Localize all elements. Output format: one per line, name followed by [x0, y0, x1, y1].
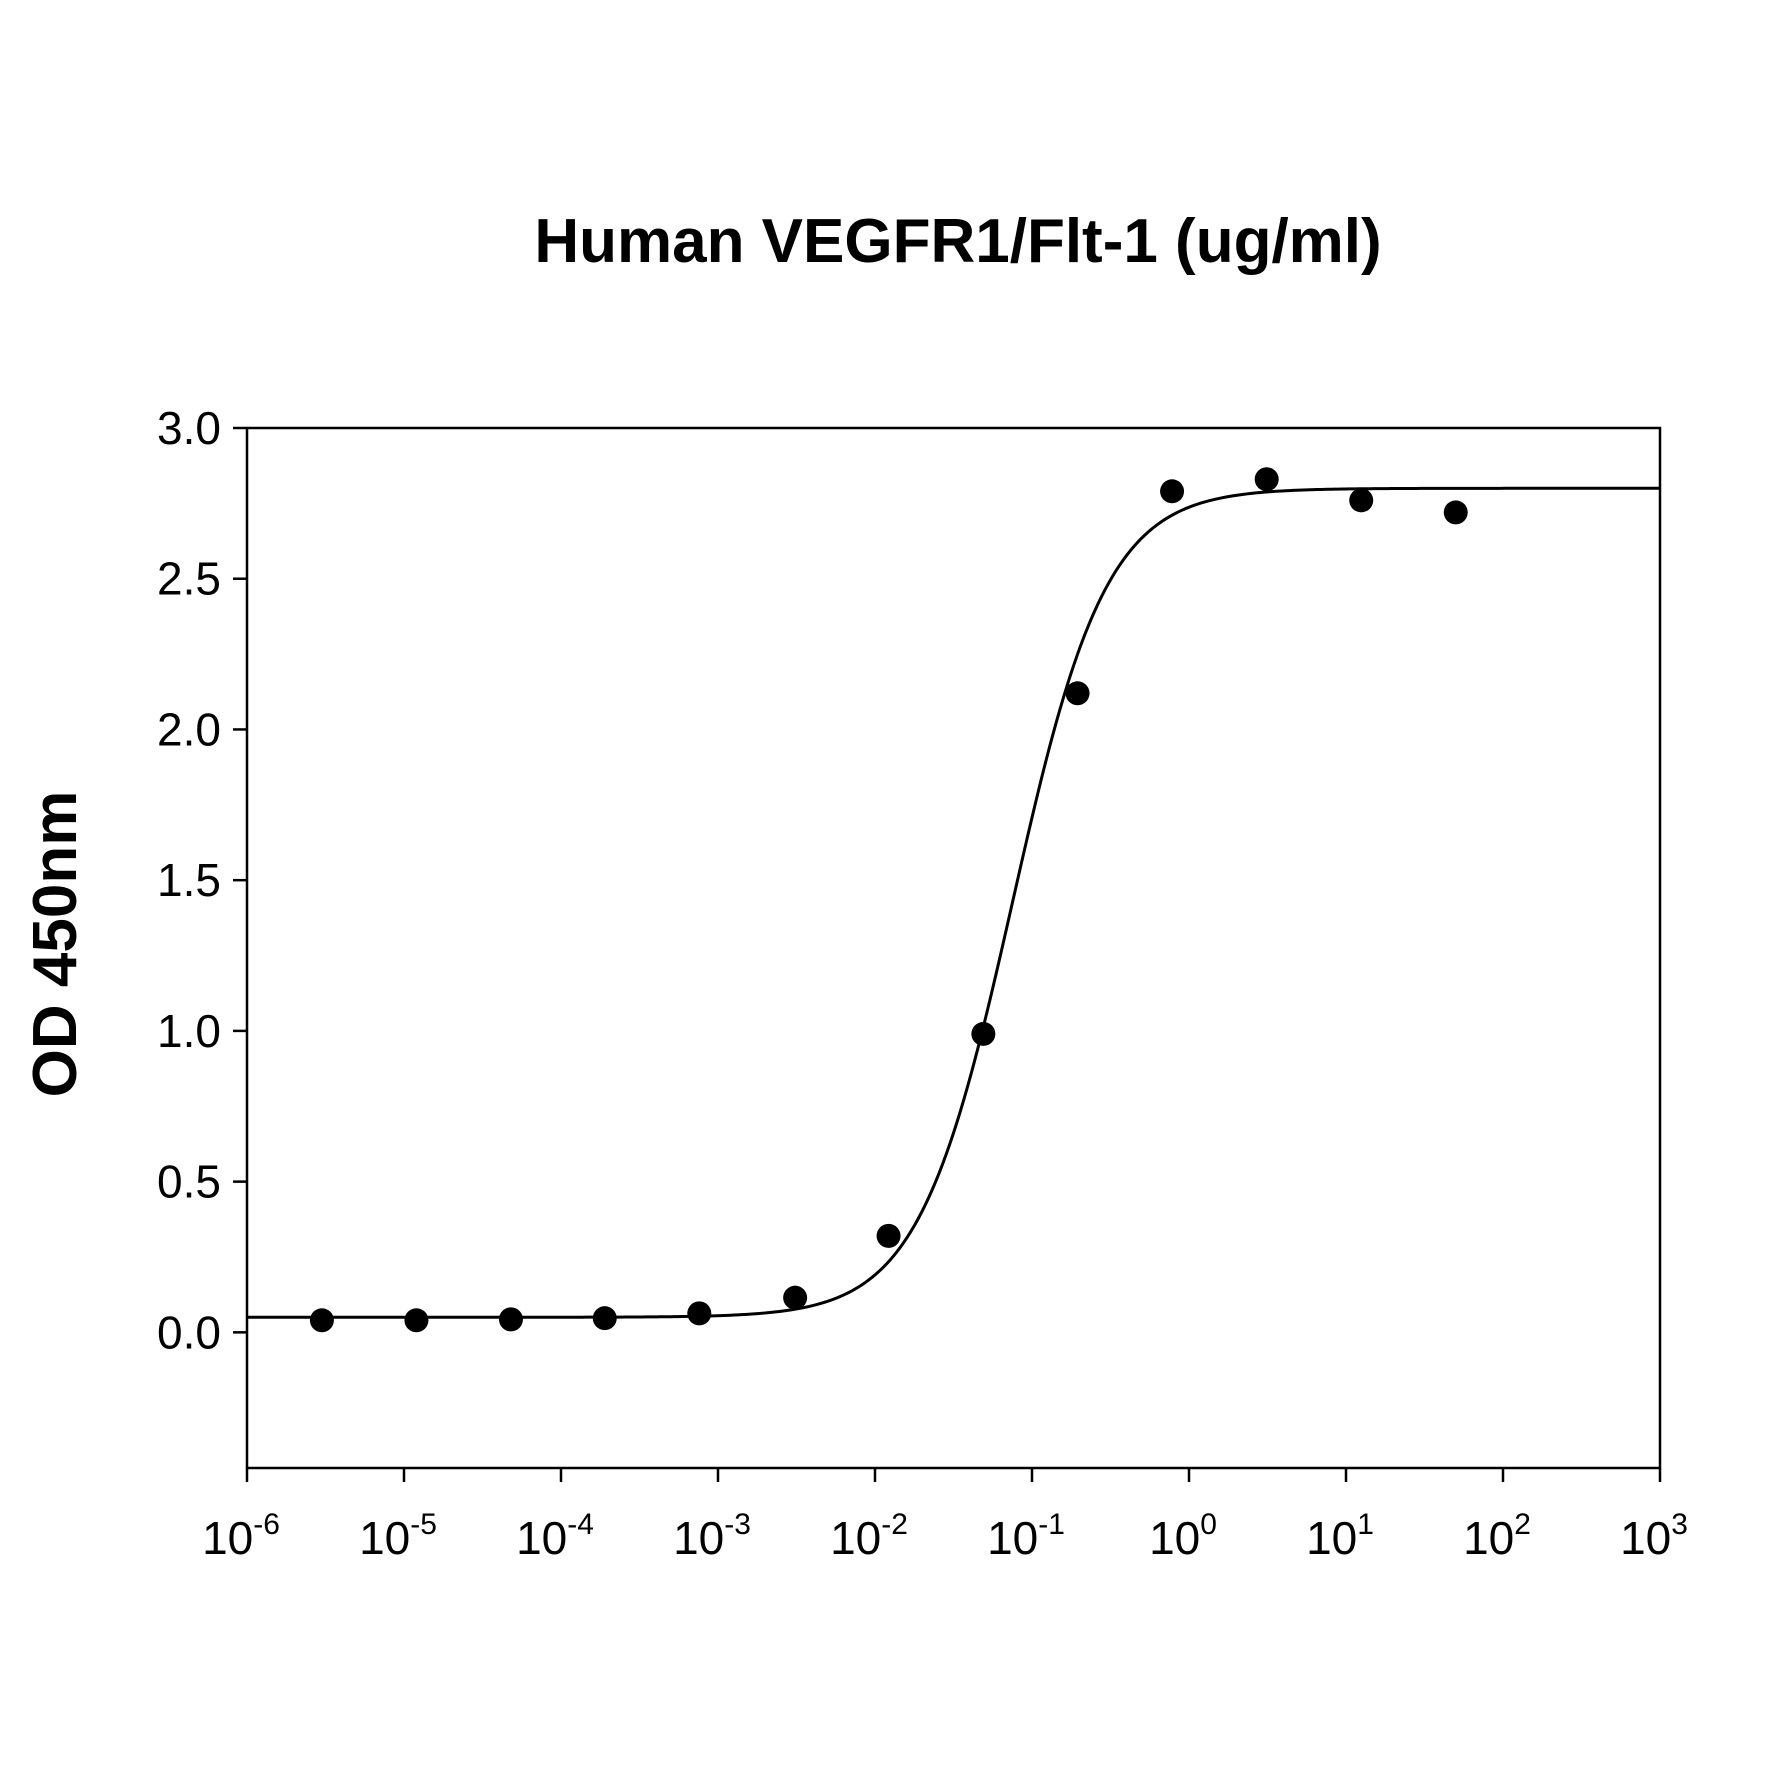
y-tick-label: 1.5 [157, 854, 221, 906]
data-point [687, 1301, 712, 1326]
data-point [1065, 681, 1090, 706]
data-point [592, 1306, 617, 1331]
plot-frame [245, 426, 1662, 1470]
x-axis: 10-6 10-5 10-4 10-3 10-2 10-1 100 101 102 103 [202, 1468, 1688, 1564]
data-point [1443, 500, 1468, 525]
x-tick-label: 10-4 [516, 1508, 594, 1564]
data-point [971, 1021, 996, 1046]
x-tick-label: 10-5 [359, 1508, 437, 1564]
chart-title: Human VEGFR1/Flt-1 (ug/ml) [534, 207, 1381, 276]
x-tick-label: 10-1 [987, 1508, 1065, 1564]
data-point [1160, 479, 1185, 504]
y-axis: 0.0 0.5 1.0 1.5 2.0 2.5 3.0 [157, 402, 247, 1358]
y-tick-label: 1.0 [157, 1005, 221, 1057]
data-point [498, 1307, 523, 1332]
data-point [783, 1285, 808, 1310]
x-tick-label: 101 [1306, 1508, 1374, 1564]
y-tick-label: 0.5 [157, 1156, 221, 1208]
x-tick-label: 100 [1149, 1508, 1217, 1564]
x-tick-label: 10-2 [830, 1508, 908, 1564]
data-point [1254, 467, 1279, 492]
y-tick-label: 2.5 [157, 553, 221, 605]
x-tick-label: 10-6 [202, 1508, 280, 1564]
y-axis-label: OD 450nm [21, 791, 90, 1098]
y-tick-label: 2.0 [157, 703, 221, 755]
data-point [1349, 488, 1374, 513]
data-points [309, 467, 1468, 1333]
y-tick-label: 3.0 [157, 402, 221, 454]
x-tick-label: 103 [1620, 1508, 1688, 1564]
fit-curve [247, 486, 1660, 1319]
y-tick-label: 0.0 [157, 1306, 221, 1358]
x-tick-label: 10-3 [673, 1508, 751, 1564]
data-point [309, 1308, 334, 1333]
x-tick-label: 102 [1463, 1508, 1531, 1564]
data-point [404, 1308, 429, 1333]
data-point [876, 1223, 901, 1248]
